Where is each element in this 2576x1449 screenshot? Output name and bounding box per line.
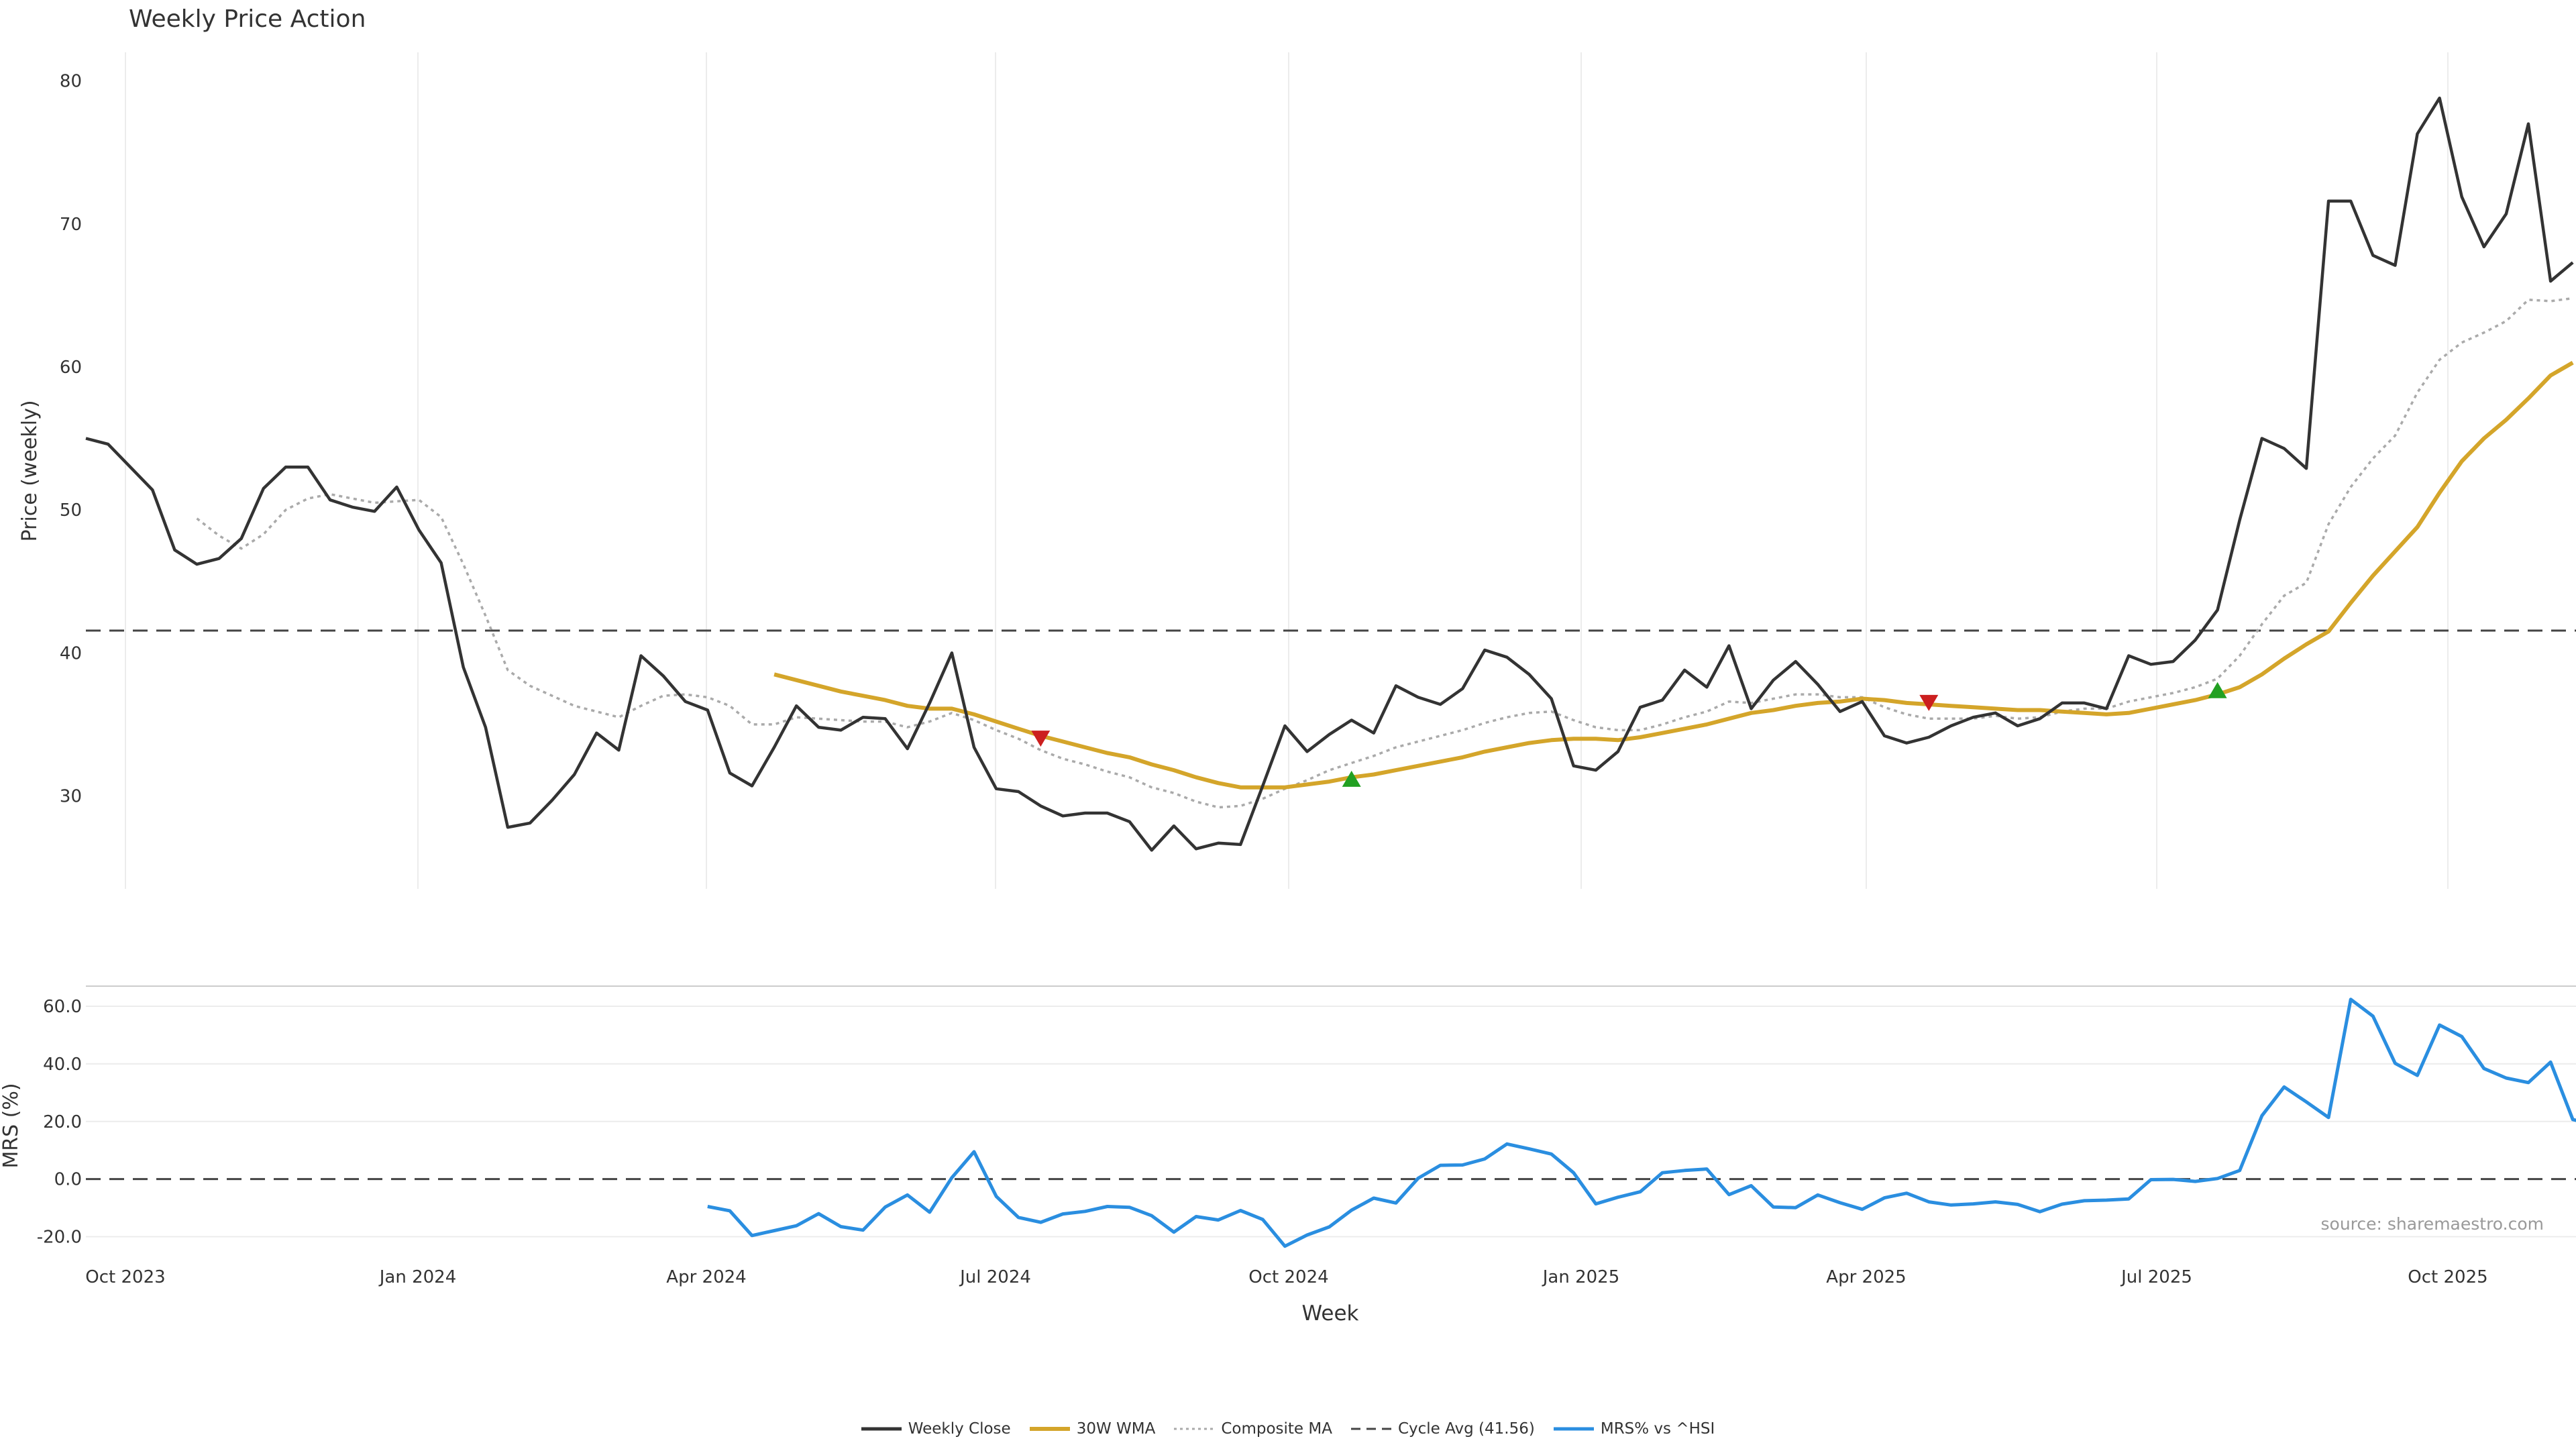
legend-item-cycle[interactable]: Cycle Avg (41.56)	[1350, 1420, 1535, 1438]
mrs-ytick-label: 0.0	[54, 1170, 82, 1190]
legend-label-cycle: Cycle Avg (41.56)	[1397, 1420, 1535, 1438]
sell-signal-marker	[1919, 694, 1939, 711]
mrs-ytick-label: -20.0	[37, 1228, 82, 1248]
price-ytick-label: 80	[60, 72, 82, 92]
x-tick-label: Apr 2025	[1826, 1267, 1906, 1287]
legend-label-mrs: MRS% vs ^HSI	[1600, 1420, 1715, 1438]
price-ytick-label: 40	[60, 643, 82, 663]
sell-signal-marker	[1031, 731, 1051, 747]
x-tick-label: Oct 2024	[1248, 1267, 1328, 1287]
legend-item-close[interactable]: Weekly Close	[861, 1420, 1011, 1438]
legend-label-wma: 30W WMA	[1076, 1420, 1156, 1438]
legend-item-composite[interactable]: Composite MA	[1174, 1420, 1332, 1438]
weekly-close-series	[85, 96, 2574, 852]
price-ytick-label: 30	[60, 786, 82, 806]
x-tick-label: Jul 2025	[2120, 1267, 2192, 1287]
legend-label-composite: Composite MA	[1221, 1420, 1332, 1438]
chart-title: Weekly Price Action	[129, 5, 366, 33]
composite-ma-series	[196, 297, 2573, 809]
x-tick-label: Oct 2023	[85, 1267, 165, 1287]
source-note: source: sharemaestro.com	[2321, 1214, 2544, 1234]
mrs-series	[707, 998, 2576, 1248]
legend-swatch-mrs	[1553, 1427, 1594, 1431]
buy-signal-marker	[1342, 770, 1361, 787]
x-tick-label: Jul 2024	[959, 1267, 1031, 1287]
price-ytick-label: 60	[60, 358, 82, 378]
x-tick-label: Jan 2024	[378, 1267, 457, 1287]
x-tick-label: Jan 2025	[1542, 1267, 1620, 1287]
price-ylabel: Price (weekly)	[18, 400, 42, 541]
legend-swatch-composite	[1174, 1428, 1215, 1430]
price-ytick-label: 70	[60, 215, 82, 235]
mrs-ylabel: MRS (%)	[0, 1083, 23, 1168]
x-tick-label: Oct 2025	[2408, 1267, 2487, 1287]
legend-swatch-cycle	[1350, 1428, 1391, 1430]
legend-item-mrs[interactable]: MRS% vs ^HSI	[1553, 1420, 1715, 1438]
mrs-ytick-label: 40.0	[43, 1055, 82, 1075]
legend-swatch-wma	[1029, 1427, 1070, 1431]
x-tick-label: Apr 2024	[666, 1267, 746, 1287]
price-ytick-label: 50	[60, 500, 82, 521]
legend-swatch-close	[861, 1427, 902, 1431]
buy-signal-marker	[2208, 682, 2227, 698]
mrs-ytick-label: 60.0	[43, 997, 82, 1017]
chart-legend: Weekly Close 30W WMA Composite MA Cycle …	[0, 1415, 2576, 1442]
wma-series	[773, 361, 2574, 790]
legend-item-wma[interactable]: 30W WMA	[1029, 1420, 1156, 1438]
mrs-ytick-label: 20.0	[43, 1112, 82, 1132]
x-axis-label: Week	[1302, 1301, 1359, 1326]
legend-label-close: Weekly Close	[908, 1420, 1011, 1438]
